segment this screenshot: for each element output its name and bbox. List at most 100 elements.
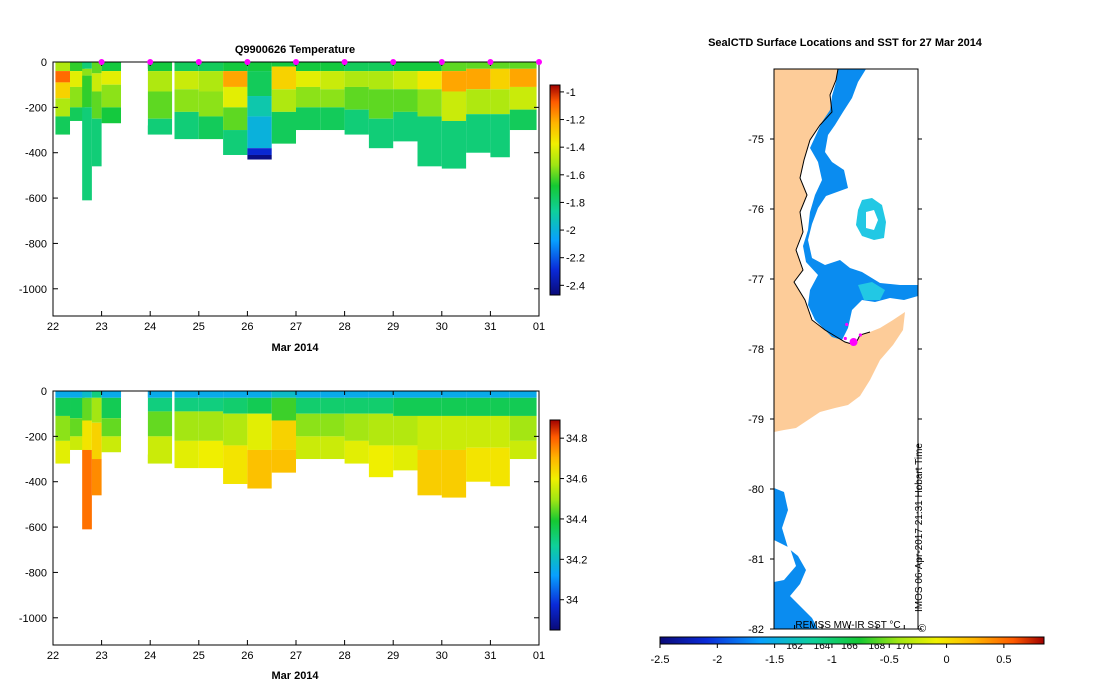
- sst-coastal-band: [803, 69, 918, 340]
- section-cell: [441, 397, 467, 416]
- section-cell: [417, 71, 442, 90]
- section-cell: [198, 91, 224, 117]
- profile-marker: [98, 59, 105, 65]
- x-tick-label: 01: [533, 650, 545, 662]
- y-tick-label: -200: [25, 102, 47, 114]
- sst-colorbar: [659, 636, 1045, 645]
- salinity-x-label: Mar 2014: [271, 670, 319, 682]
- section-cell: [101, 62, 122, 72]
- section-cell: [91, 118, 102, 167]
- temperature-plot-title: Q9900626 Temperature: [235, 44, 355, 56]
- section-cell: [490, 391, 510, 398]
- lat-tick-label: -80: [748, 484, 764, 496]
- colorbar-tick-label: 34.8: [566, 433, 587, 445]
- section-cell: [271, 111, 296, 144]
- y-tick-label: -600: [25, 522, 47, 534]
- section-cell: [271, 449, 296, 473]
- seal-location-point: [845, 322, 849, 327]
- section-cell: [490, 397, 510, 416]
- salinity-data-cells: [55, 391, 537, 530]
- lon-tick-label: 166: [841, 641, 858, 652]
- section-cell: [509, 440, 537, 460]
- section-cell: [320, 71, 345, 90]
- section-cell: [393, 62, 418, 72]
- profile-marker: [390, 59, 397, 65]
- section-cell: [271, 66, 296, 90]
- colorbar-tick-label: -2: [566, 225, 576, 237]
- section-cell: [70, 86, 85, 108]
- section-cell: [70, 418, 85, 437]
- section-cell: [344, 71, 369, 87]
- temperature-colorbar-ticks: -1 -1.2 -1.4 -1.6 -1.8 -2 -2.2 -2.4: [560, 87, 585, 292]
- section-cell: [509, 415, 537, 441]
- section-cell: [490, 447, 510, 487]
- section-cell: [417, 449, 442, 496]
- section-cell: [223, 107, 248, 131]
- section-cell: [296, 71, 321, 87]
- data-gap: [121, 68, 148, 126]
- section-cell: [509, 68, 537, 87]
- salinity-colorbar-ticks: 34.8 34.6 34.4 34.2 34: [560, 433, 587, 607]
- section-cell: [82, 68, 92, 76]
- sst-southern-band: [774, 488, 818, 629]
- section-cell: [509, 391, 537, 398]
- temperature-profile-markers: [98, 59, 542, 65]
- section-cell: [320, 436, 345, 460]
- section-cell: [174, 89, 199, 112]
- section-cell: [101, 107, 122, 124]
- section-cell: [147, 118, 173, 135]
- section-cell: [101, 391, 122, 398]
- section-cell: [296, 391, 321, 398]
- x-tick-label: 23: [95, 321, 107, 333]
- sst-colorbar-ticks: -2.5 -2 -1.5 -1 -0.5 0 0.5: [651, 644, 1012, 666]
- section-cell: [320, 397, 345, 414]
- profile-marker: [341, 59, 348, 65]
- section-cell: [393, 397, 418, 416]
- seal-location-markers: [843, 322, 863, 346]
- section-cell: [466, 62, 491, 69]
- section-cell: [509, 62, 537, 69]
- x-tick-label: 24: [144, 321, 156, 333]
- section-cell: [247, 116, 272, 149]
- x-tick-label: 24: [144, 650, 156, 662]
- section-cell: [271, 420, 296, 450]
- section-cell: [198, 391, 224, 398]
- section-cell: [466, 114, 491, 153]
- section-cell: [441, 449, 467, 498]
- section-cell: [91, 397, 102, 423]
- x-tick-label: 28: [338, 650, 350, 662]
- sst-colorbar-tick-label: -1.5: [765, 654, 784, 666]
- y-tick-label: 0: [41, 57, 47, 69]
- section-cell: [198, 397, 224, 412]
- section-cell: [55, 116, 71, 135]
- section-cell: [247, 62, 272, 72]
- section-cell: [320, 391, 345, 398]
- section-cell: [223, 62, 248, 72]
- section-cell: [247, 154, 272, 160]
- section-cell: [247, 413, 272, 450]
- section-cell: [55, 440, 71, 464]
- colorbar-tick-label: -1.6: [566, 170, 585, 182]
- section-cell: [101, 397, 122, 419]
- section-cell: [70, 62, 85, 72]
- section-cell: [174, 62, 199, 72]
- map-latitude-axis: -75 -76 -77 -78 -79 -80 -81 -82: [748, 134, 922, 636]
- section-cell: [466, 447, 491, 482]
- lat-tick-label: -78: [748, 344, 764, 356]
- section-cell: [70, 436, 85, 450]
- section-cell: [296, 86, 321, 108]
- section-cell: [174, 71, 199, 90]
- x-tick-label: 30: [436, 321, 448, 333]
- section-cell: [368, 391, 394, 398]
- section-cell: [101, 418, 122, 437]
- lat-tick-label: -81: [748, 554, 764, 566]
- x-tick-label: 25: [193, 650, 205, 662]
- section-cell: [55, 415, 71, 441]
- x-tick-label: 27: [290, 321, 302, 333]
- section-cell: [466, 68, 491, 90]
- section-cell: [223, 391, 248, 398]
- section-cell: [91, 422, 102, 460]
- section-cell: [509, 86, 537, 110]
- sst-colorbar-label: REMSS MW-IR SST °C: [795, 620, 900, 631]
- section-cell: [490, 415, 510, 448]
